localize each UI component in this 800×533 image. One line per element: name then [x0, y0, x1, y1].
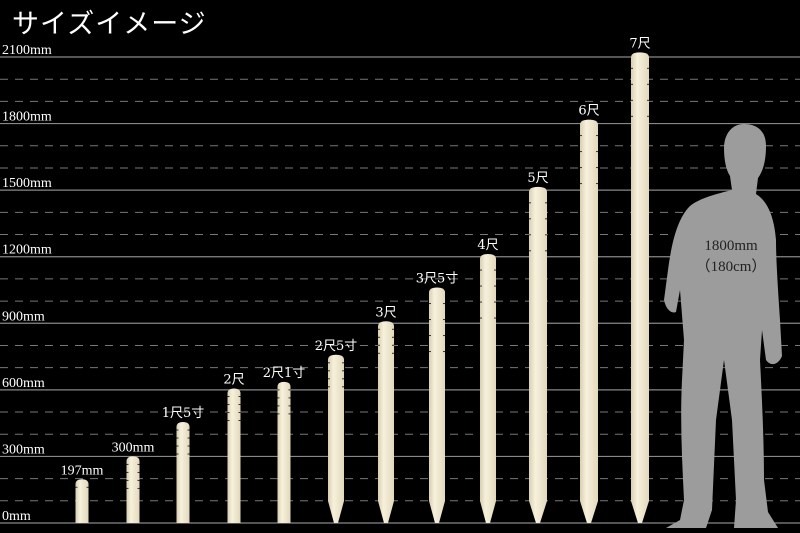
- post-5: 2尺5寸: [315, 339, 358, 523]
- y-tick-label: 0mm: [2, 509, 31, 524]
- post-bar: [75, 479, 89, 523]
- post-10: 6尺: [578, 104, 600, 523]
- post-label: 2尺1寸: [263, 366, 306, 381]
- post-bar: [126, 456, 140, 523]
- post-label: 300mm: [112, 440, 155, 455]
- person-shape: [664, 124, 782, 528]
- post-bar: [631, 52, 649, 524]
- y-tick-label: 1200mm: [2, 243, 52, 258]
- post-11: 7尺: [629, 36, 651, 524]
- person-height-cm-label: （180cm）: [696, 258, 767, 275]
- person-height-label: 1800mm: [704, 238, 758, 254]
- post-bar: [378, 321, 394, 523]
- post-label: 7尺: [629, 36, 650, 51]
- post-6: 3尺: [375, 305, 397, 523]
- post-label: 2尺: [223, 373, 244, 388]
- post-0: 197mm: [61, 463, 104, 523]
- y-tick-label: 1800mm: [2, 110, 52, 125]
- post-bar: [328, 354, 344, 523]
- post-bar: [176, 422, 190, 523]
- post-bar: [529, 186, 547, 524]
- person-silhouette: 1800mm （180cm）: [664, 124, 782, 528]
- post-label: 2尺5寸: [315, 339, 358, 354]
- post-2: 1尺5寸: [162, 406, 205, 523]
- post-1: 300mm: [112, 440, 155, 523]
- y-tick-label: 2100mm: [2, 43, 52, 58]
- post-9: 5尺: [527, 171, 549, 524]
- post-bar: [429, 287, 445, 523]
- post-8: 4尺: [477, 238, 499, 523]
- post-4: 2尺1寸: [263, 366, 306, 523]
- post-label: 4尺: [477, 238, 498, 253]
- post-bar: [580, 119, 598, 523]
- y-tick-label: 900mm: [2, 309, 45, 324]
- post-3: 2尺: [223, 373, 245, 523]
- post-bar: [227, 388, 241, 523]
- y-tick-label: 300mm: [2, 442, 45, 457]
- y-tick-label: 600mm: [2, 376, 45, 391]
- post-bar: [480, 254, 496, 523]
- post-label: 3尺: [375, 305, 396, 320]
- post-bar: [277, 381, 291, 523]
- y-tick-label: 1500mm: [2, 176, 52, 191]
- post-label: 3尺5寸: [416, 272, 459, 287]
- post-label: 197mm: [61, 463, 104, 478]
- post-7: 3尺5寸: [416, 272, 459, 523]
- page-title: サイズイメージ: [12, 9, 207, 40]
- post-label: 6尺: [578, 104, 599, 119]
- post-label: 5尺: [527, 171, 548, 186]
- post-label: 1尺5寸: [162, 406, 205, 421]
